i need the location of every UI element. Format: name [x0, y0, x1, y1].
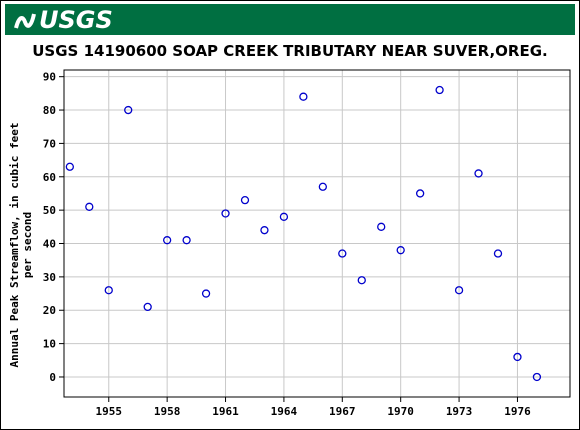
- x-tick-label-1: 1958: [154, 405, 181, 418]
- data-point-18: [415, 189, 425, 198]
- y-tick-label-1: 10: [43, 338, 56, 351]
- x-tick-label-0: 1955: [96, 405, 123, 418]
- y-tick-label-0: 0: [49, 371, 56, 384]
- data-point-1: [85, 202, 94, 211]
- x-tick-label-3: 1964: [271, 405, 298, 418]
- data-point-16: [377, 222, 386, 231]
- data-point-14: [338, 249, 347, 258]
- y-axis-label-line2: per second: [21, 212, 34, 278]
- x-tick-label-7: 1976: [504, 405, 531, 418]
- data-point-21: [474, 169, 483, 178]
- data-point-15: [357, 276, 366, 285]
- y-tick-label-8: 80: [43, 104, 56, 117]
- data-point-12: [299, 92, 308, 101]
- data-point-5: [162, 236, 172, 245]
- data-point-2: [104, 286, 113, 295]
- x-tick-label-5: 1970: [387, 405, 414, 418]
- chart-title: USGS 14190600 SOAP CREEK TRIBUTARY NEAR …: [32, 42, 548, 60]
- y-tick-label-7: 70: [43, 137, 56, 150]
- y-axis-label-line1: Annual Peak Streamflow, in cubic feet: [8, 122, 21, 367]
- data-point-8: [221, 209, 230, 218]
- usgs-logo[interactable]: USGS: [13, 5, 113, 34]
- usgs-wave-icon: [14, 13, 36, 29]
- data-point-7: [201, 289, 211, 298]
- y-tick-label-2: 20: [43, 304, 56, 317]
- usgs-logo-text: USGS: [39, 5, 113, 34]
- data-point-24: [532, 372, 542, 382]
- x-tick-label-6: 1973: [446, 405, 473, 418]
- point-layer: [65, 85, 542, 382]
- plot-area: [63, 69, 571, 398]
- data-point-23: [513, 352, 522, 362]
- data-point-19: [435, 85, 444, 95]
- y-tick-label-5: 50: [43, 204, 56, 217]
- data-point-0: [65, 162, 74, 171]
- x-tick-label-4: 1967: [329, 405, 356, 418]
- tick-layer: 0 10 20 30 40 50 60 70 80 90 1955 1958 1961 1964 1967 1…: [43, 71, 531, 418]
- y-tick-label-3: 30: [43, 271, 56, 284]
- data-point-4: [143, 302, 152, 312]
- data-point-20: [454, 286, 464, 295]
- data-point-11: [279, 212, 289, 221]
- y-tick-label-9: 90: [43, 71, 56, 84]
- data-point-6: [182, 236, 191, 245]
- y-tick-label-6: 60: [43, 171, 56, 184]
- data-point-9: [240, 195, 250, 205]
- data-point-3: [124, 105, 133, 115]
- data-point-10: [260, 226, 269, 235]
- grid-layer: [64, 70, 570, 397]
- x-tick-label-2: 1961: [212, 405, 239, 418]
- data-point-13: [318, 182, 327, 191]
- data-point-17: [396, 246, 405, 255]
- usgs-banner: USGS: [5, 4, 575, 35]
- y-tick-label-4: 40: [43, 238, 56, 251]
- data-point-22: [493, 249, 503, 258]
